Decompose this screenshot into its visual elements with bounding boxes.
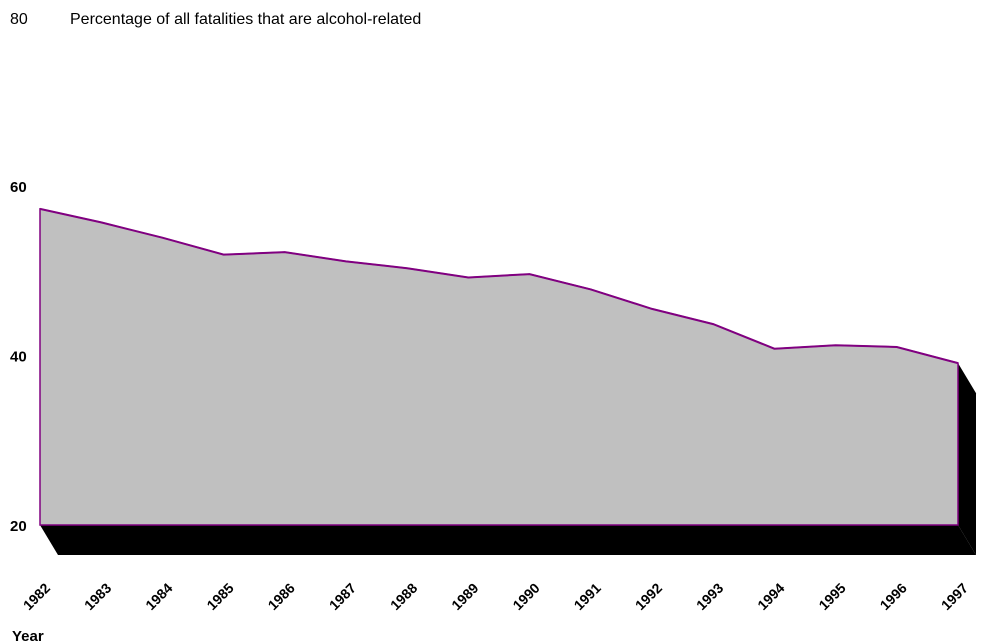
area-layer — [39, 207, 959, 526]
y-axis-ticks: 60 40 20 — [10, 179, 27, 535]
x-tick-1995: 1995 — [815, 580, 848, 613]
shadow-base — [40, 525, 976, 555]
y-tick-top: 80 — [10, 11, 28, 28]
x-axis-label: Year — [12, 628, 44, 644]
area-fill — [39, 207, 959, 526]
series-line — [39, 207, 959, 365]
x-tick-1994: 1994 — [754, 580, 787, 613]
x-axis-ticks: 1982 1983 1984 1985 1986 1987 1988 1989 1990 1991… — [20, 580, 971, 613]
x-tick-1984: 1984 — [142, 580, 175, 613]
shadow-layer — [40, 363, 976, 555]
shadow-side — [958, 363, 976, 555]
x-tick-1988: 1988 — [387, 580, 420, 613]
x-tick-1982: 1982 — [20, 580, 53, 613]
x-tick-1987: 1987 — [326, 580, 359, 613]
x-tick-1990: 1990 — [509, 580, 542, 613]
x-tick-1985: 1985 — [203, 580, 236, 613]
x-tick-1993: 1993 — [693, 580, 726, 613]
x-tick-1992: 1992 — [632, 580, 665, 613]
x-tick-1997: 1997 — [938, 580, 971, 613]
chart-title: Percentage of all fatalities that are al… — [70, 11, 421, 28]
x-tick-1991: 1991 — [571, 580, 604, 613]
x-tick-1989: 1989 — [448, 580, 481, 613]
y-tick-60: 60 — [10, 179, 27, 196]
x-tick-1996: 1996 — [877, 580, 910, 613]
y-tick-40: 40 — [10, 349, 27, 366]
x-tick-1983: 1983 — [81, 580, 114, 613]
x-tick-1986: 1986 — [265, 580, 298, 613]
y-tick-20: 20 — [10, 518, 27, 535]
